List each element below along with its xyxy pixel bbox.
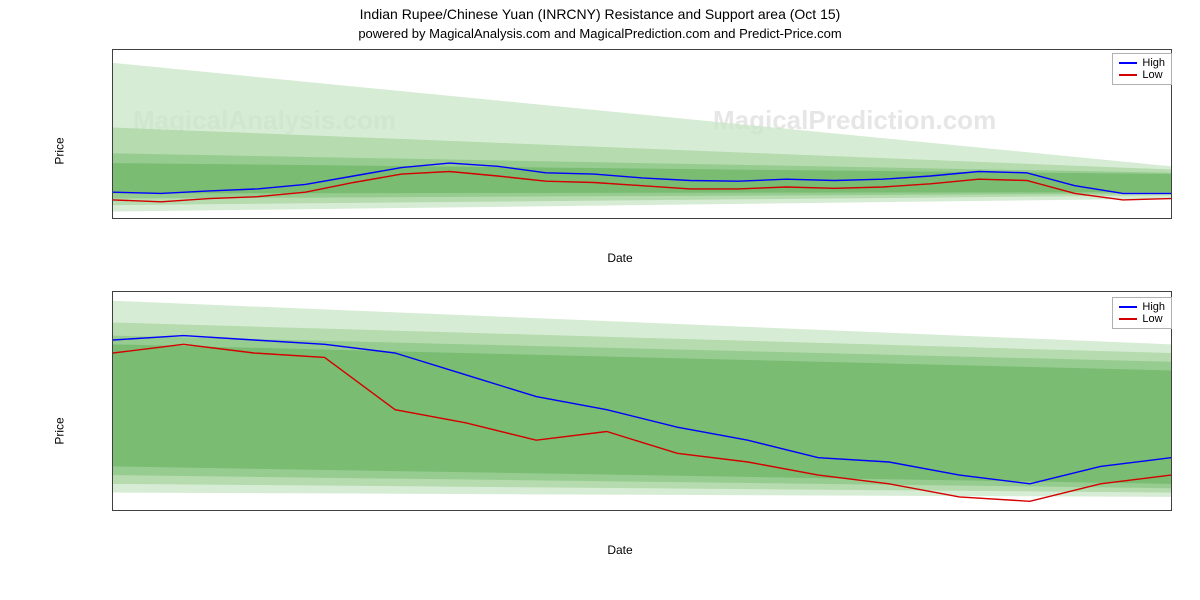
ytick-label: 0.086 [112,382,113,393]
legend-swatch-low [1119,318,1137,320]
ytick-label: 0.090 [112,148,113,159]
xtick-label: 2024-07-15 [299,510,350,511]
ytick-label: 0.085 [112,426,113,437]
xtick-label: 2024-11-01 [1040,510,1090,511]
chart-title: Indian Rupee/Chinese Yuan (INRCNY) Resis… [0,0,1200,22]
legend-row-low: Low [1119,69,1165,81]
ytick-label: 0.095 [112,116,113,127]
ytick-label: 0.084 [112,470,113,481]
top-lines-svg [113,50,1171,218]
top-plot-area: MagicalAnalysis.com MagicalPrediction.co… [112,49,1172,219]
ytick-label: 0.085 [112,180,113,191]
xtick-label: 2024-08-01 [405,510,456,511]
xtick-label: 2024-06-15 [112,510,139,511]
legend-swatch-high [1119,62,1137,64]
xtick-label: 2024-08-15 [511,510,562,511]
bottom-lines-svg [113,292,1171,510]
ytick-label: 0.088 [112,295,113,306]
xtick-label: 2024-07-01 [193,510,244,511]
xtick-label: 2024-03 [720,218,757,219]
bottom-legend: High Low [1112,297,1172,329]
ytick-label: 0.087 [112,339,113,350]
ytick-label: 0.100 [112,83,113,94]
top-legend: High Low [1112,53,1172,85]
xtick-label: 2024-01 [624,218,661,219]
xtick-label: 2023-05 [239,218,276,219]
legend-label-low: Low [1142,69,1162,81]
chart-subtitle: powered by MagicalAnalysis.com and Magic… [0,22,1200,41]
bottom-xlabel: Date [607,543,632,557]
xtick-label: 2023-03 [143,218,180,219]
legend-label-high: High [1142,57,1165,69]
xtick-label: 2024-09-01 [616,510,667,511]
legend-swatch-high [1119,306,1137,308]
legend-row-low: Low [1119,313,1165,325]
xtick-label: 2024-07 [912,218,949,219]
xtick-label: 2024-09-15 [722,510,773,511]
bottom-chart-wrap: Price MagicalAnalysis.com MagicalPredict… [40,291,1200,571]
legend-label-high: High [1142,301,1165,313]
xtick-label: 2024-10-01 [828,510,879,511]
top-chart-wrap: Price MagicalAnalysis.com MagicalPredict… [40,41,1200,261]
xtick-label: 2023-07 [335,218,372,219]
bottom-ylabel: Price [53,417,67,444]
xtick-label: 2024-10-15 [934,510,985,511]
legend-row-high: High [1119,301,1165,313]
legend-row-high: High [1119,57,1165,69]
legend-swatch-low [1119,74,1137,76]
xtick-label: 2023-11 [528,218,564,219]
xtick-label: 2024-09 [1008,218,1045,219]
bottom-plot-area: MagicalAnalysis.com MagicalPrediction.co… [112,291,1172,511]
top-xlabel: Date [607,251,632,265]
ytick-label: 0.105 [112,51,113,62]
xtick-label: 2023-09 [431,218,468,219]
legend-label-low: Low [1142,313,1162,325]
top-ylabel: Price [53,137,67,164]
xtick-label: 2024-11 [1105,218,1141,219]
xtick-label: 2024-05 [816,218,853,219]
